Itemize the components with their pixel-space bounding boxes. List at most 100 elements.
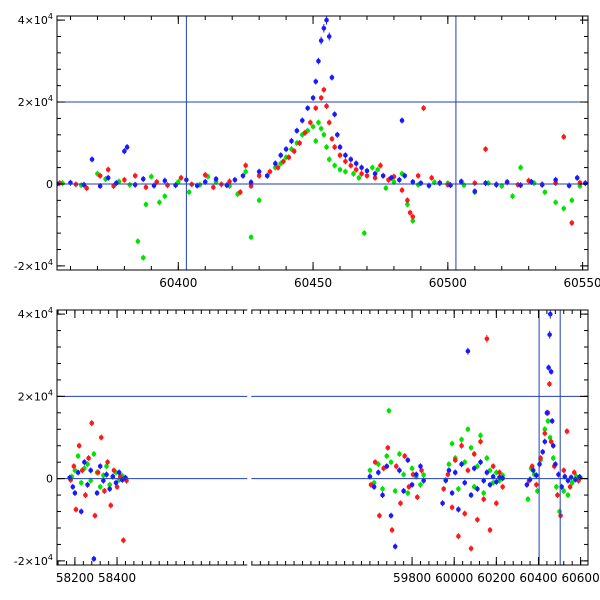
data-point [483, 146, 488, 152]
data-point [472, 189, 478, 194]
data-point [324, 17, 329, 23]
data-point [82, 459, 87, 465]
data-point [343, 159, 348, 164]
data-point [162, 178, 168, 183]
data-point [326, 157, 332, 162]
data-point [397, 451, 402, 457]
data-point [392, 488, 398, 494]
data-point [577, 183, 583, 189]
data-point [291, 148, 297, 154]
data-point [475, 517, 480, 523]
data-point [401, 488, 406, 494]
data-point [524, 482, 530, 488]
data-point [89, 420, 95, 426]
y-tick-label: 2×104 [18, 388, 53, 403]
data-point [497, 470, 502, 475]
data-point [157, 200, 162, 205]
data-point [202, 179, 208, 185]
data-point [471, 466, 477, 471]
data-point [113, 180, 119, 186]
data-point [449, 490, 455, 496]
data-point [364, 168, 370, 174]
data-point [565, 492, 571, 498]
data-point [313, 105, 319, 111]
data-point [243, 163, 248, 168]
data-point [329, 75, 335, 80]
data-point [78, 509, 84, 514]
x-tick-label: 60550 [564, 276, 600, 290]
x-tick-label: 60200 [477, 571, 515, 585]
data-point [418, 482, 423, 488]
y-tick-mantissa: 0 [46, 178, 53, 191]
x-tick-label: 60500 [429, 276, 467, 290]
data-point [402, 453, 407, 459]
data-point [78, 480, 84, 486]
data-point [332, 163, 337, 168]
data-point [140, 176, 146, 182]
data-point [97, 173, 103, 179]
data-point [542, 439, 548, 444]
data-point [529, 463, 535, 469]
data-point [468, 546, 474, 551]
data-point [102, 488, 107, 494]
data-point [510, 193, 515, 199]
data-point [92, 513, 98, 518]
data-point [178, 175, 184, 181]
data-point [227, 179, 232, 184]
data-point [484, 336, 490, 342]
data-point [376, 470, 381, 475]
data-point [380, 486, 385, 492]
data-point [569, 220, 575, 226]
data-point [409, 482, 415, 488]
data-point [213, 176, 219, 182]
data-point [202, 172, 208, 178]
data-point [546, 365, 551, 370]
data-point [527, 477, 533, 482]
data-point [76, 443, 82, 449]
data-point [385, 445, 391, 451]
data-point [121, 538, 126, 543]
data-point [313, 79, 319, 84]
data-point [248, 234, 254, 240]
data-point [494, 182, 499, 188]
series-2 [57, 16, 588, 195]
data-point [113, 480, 119, 486]
data-point [405, 202, 410, 207]
data-point [535, 488, 540, 494]
y-tick-mantissa: 0 [46, 473, 53, 486]
data-point [326, 120, 332, 125]
data-point [84, 185, 89, 191]
data-point [337, 167, 343, 172]
data-point [321, 25, 327, 31]
x-tick-label: 60450 [294, 276, 332, 290]
data-point [478, 433, 483, 438]
data-point [456, 486, 461, 492]
data-point [555, 492, 560, 498]
data-point [273, 161, 278, 166]
data-point [359, 171, 364, 177]
data-point [321, 87, 327, 93]
data-point [573, 477, 578, 482]
data-point [561, 206, 567, 211]
data-point [105, 167, 111, 172]
data-point [114, 484, 120, 490]
data-point [132, 182, 138, 188]
axis-break-gap [247, 308, 252, 567]
data-point [550, 443, 556, 449]
data-point [399, 187, 405, 193]
data-point [294, 128, 300, 134]
data-point [569, 198, 575, 203]
data-point [79, 468, 85, 473]
data-point [211, 184, 216, 190]
data-point [557, 509, 562, 514]
data-point [399, 118, 405, 123]
data-point [313, 138, 319, 144]
data-point [240, 173, 246, 179]
y-tick-exponent: 4 [48, 306, 53, 315]
data-point [81, 182, 87, 188]
data-point [459, 461, 464, 467]
data-point [471, 451, 477, 457]
data-point [391, 179, 397, 185]
y-tick-exponent: 4 [48, 258, 53, 267]
